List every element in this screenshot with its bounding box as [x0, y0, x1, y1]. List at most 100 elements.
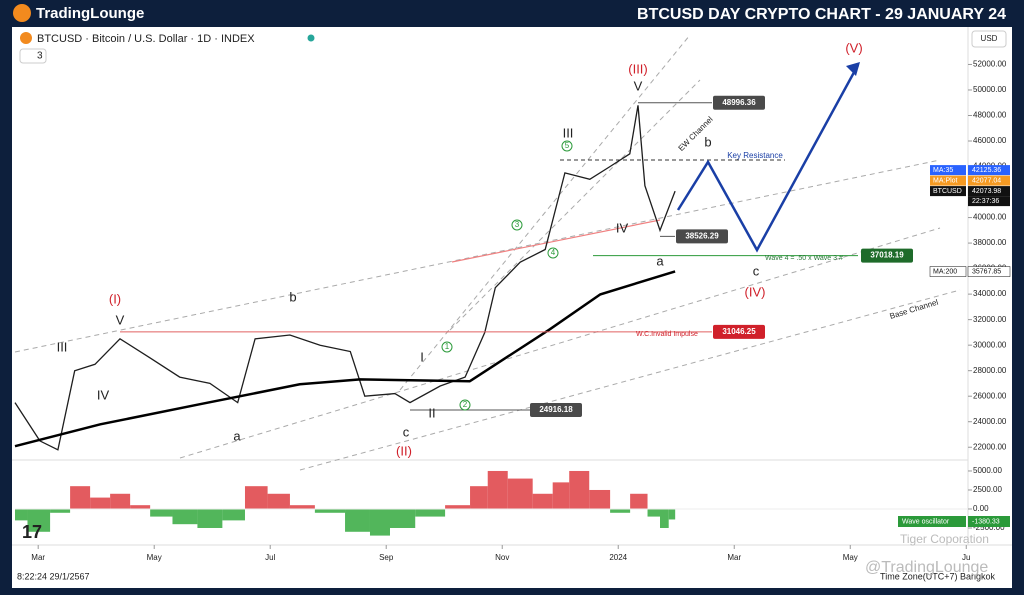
- base-channel: [299, 289, 961, 471]
- currency-button[interactable]: [971, 30, 1007, 48]
- axis-tag-bg: [967, 266, 1011, 277]
- wave-label: (IV): [745, 284, 766, 299]
- timezone: Time Zone(UTC+7) Bangkok: [880, 571, 995, 581]
- axis-tag-name: BTCUSD: [933, 188, 962, 195]
- level-tag: [713, 324, 765, 339]
- wave-circle: [511, 219, 523, 231]
- osc-tag-value: -1380.33: [972, 518, 1000, 525]
- osc-bar: [314, 508, 346, 513]
- channel-line: [14, 159, 941, 353]
- wave-label: a: [233, 428, 241, 443]
- wave-label: III: [563, 125, 574, 140]
- projection-arrow: [846, 62, 860, 76]
- y-tick-label: 50000.00: [973, 85, 1007, 94]
- osc-tag-name: Wave oscillator: [902, 518, 950, 525]
- x-tick-label: May: [147, 553, 162, 562]
- axis-tag-name-bg: [930, 186, 966, 197]
- x-tick-label: May: [843, 553, 858, 562]
- osc-bar: [197, 508, 223, 528]
- wave-label: b: [289, 289, 296, 304]
- wave-label: (I): [109, 291, 121, 306]
- resistance-label: Key Resistance: [727, 151, 783, 160]
- wave-label: 3: [515, 220, 520, 229]
- osc-bar: [130, 505, 151, 509]
- wave-label: (III): [628, 61, 648, 76]
- axis-tag-name-bg: [929, 266, 967, 277]
- osc-bar: [569, 470, 590, 509]
- currency: USD: [981, 34, 998, 43]
- level-tag: [676, 229, 728, 244]
- wave-label: IV: [616, 220, 629, 235]
- osc-bar: [50, 508, 71, 513]
- countdown-bg: [968, 196, 1010, 207]
- osc-bar: [610, 508, 631, 513]
- trend-line: [451, 219, 661, 263]
- axis-tag-bg: [968, 186, 1010, 197]
- wave-circle: [441, 341, 453, 353]
- axis-tag-name: MA:35: [933, 167, 953, 174]
- osc-bar: [668, 508, 676, 520]
- price-line: [14, 270, 676, 448]
- wave-circle: [547, 247, 559, 259]
- y-tick-label: 32000.00: [973, 315, 1007, 324]
- axis-tag-value: 42125.36: [972, 167, 1001, 174]
- y-tick-label: 38000.00: [973, 238, 1007, 247]
- wave-label: III: [57, 339, 68, 354]
- level-value: 37018.19: [870, 251, 904, 260]
- brand: TradingLounge: [36, 5, 144, 22]
- channel-line: [449, 79, 701, 331]
- invalid-label: W.C.Invalid Impulse: [636, 331, 698, 338]
- osc-bar: [507, 478, 533, 509]
- x-tick-label: Jul: [265, 553, 275, 562]
- osc-bar: [369, 508, 390, 536]
- channels: [14, 34, 961, 471]
- wave-label: V: [116, 312, 125, 327]
- wave-label: c: [753, 263, 760, 278]
- osc-bar: [150, 508, 173, 517]
- osc-bar: [660, 508, 669, 528]
- osc-bar: [415, 508, 446, 517]
- axis-tag-bg: [968, 165, 1010, 176]
- x-tick-label: Nov: [495, 553, 509, 562]
- axis-tag-name: MA:200: [933, 268, 957, 275]
- osc-tick-label: 2500.00: [973, 485, 1002, 494]
- tv-logo: 17: [22, 522, 42, 542]
- osc-bar: [470, 486, 488, 509]
- countdown: 22:37:36: [972, 198, 999, 205]
- x-tick-label: Sep: [379, 553, 394, 562]
- y-tick-label: 26000.00: [973, 391, 1007, 400]
- osc-bar: [222, 508, 245, 521]
- axis-tag-name-bg: [930, 165, 966, 176]
- y-tick-label: 40000.00: [973, 213, 1007, 222]
- status-dot[interactable]: [307, 34, 315, 42]
- clock: 8:22:24 29/1/2567: [17, 571, 90, 581]
- watermark: @TradingLounge: [865, 559, 988, 576]
- osc-bar: [27, 508, 51, 532]
- osc-bar: [244, 486, 268, 509]
- osc-bar: [267, 493, 290, 509]
- osc-bar: [532, 493, 553, 509]
- osc-bar: [647, 508, 661, 517]
- wave-label: 4: [551, 248, 556, 257]
- osc-bar: [172, 508, 198, 525]
- y-tick-label: 22000.00: [973, 442, 1007, 451]
- y-tick-label: 52000.00: [973, 60, 1007, 69]
- osc-bar: [110, 493, 131, 509]
- osc-bar: [389, 508, 416, 528]
- indicator-count: 3: [37, 51, 43, 62]
- wave-label: 1: [445, 342, 450, 351]
- level-tag: [861, 248, 913, 263]
- y-tick-label: 46000.00: [973, 136, 1007, 145]
- level-value: 38526.29: [685, 231, 719, 240]
- indicator-toggle[interactable]: [19, 48, 47, 64]
- y-tick-label: 24000.00: [973, 417, 1007, 426]
- y-tick-label: 34000.00: [973, 289, 1007, 298]
- axis-tag-bg: [968, 175, 1010, 186]
- osc-tag-name-bg: [898, 516, 966, 527]
- target-label: Wave 4 = .50 x Wave 3 #: [765, 255, 843, 262]
- x-tick-label: Mar: [31, 553, 45, 562]
- wave-circle: [561, 140, 573, 152]
- osc-bar: [345, 508, 370, 532]
- level-tag: [713, 95, 765, 110]
